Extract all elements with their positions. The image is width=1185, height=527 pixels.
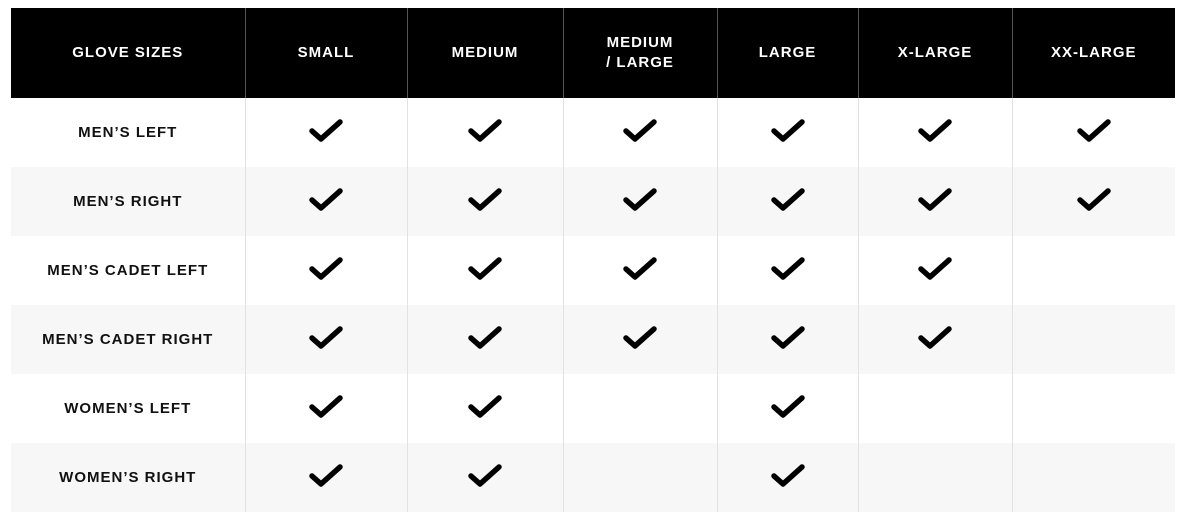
size-cell — [406, 98, 563, 167]
checkmark-icon — [918, 325, 952, 351]
size-cell — [244, 167, 407, 236]
checkmark-icon — [918, 187, 952, 213]
size-cell — [406, 374, 563, 443]
checkmark-icon — [1077, 118, 1111, 144]
header-row: GLOVE SIZES SMALL MEDIUM MEDIUM / LARGE LARG… — [11, 8, 1175, 98]
size-cell — [244, 98, 407, 167]
row-label: MEN’S RIGHT — [11, 167, 245, 236]
checkmark-icon — [623, 256, 657, 282]
size-cell — [857, 443, 1012, 512]
size-cell — [1011, 443, 1175, 512]
checkmark-icon — [770, 394, 805, 420]
checkmark-icon — [468, 325, 502, 351]
checkmark-icon — [468, 394, 502, 420]
size-cell — [562, 305, 717, 374]
size-cell — [716, 98, 858, 167]
checkmark-icon — [770, 118, 805, 144]
table-row: WOMEN’S RIGHT — [11, 443, 1175, 512]
checkmark-icon — [918, 118, 952, 144]
size-cell — [562, 98, 717, 167]
table-row: MEN’S CADET LEFT — [11, 236, 1175, 305]
checkmark-icon — [770, 256, 805, 282]
checkmark-icon — [770, 325, 805, 351]
checkmark-icon — [623, 187, 657, 213]
size-cell — [857, 98, 1012, 167]
checkmark-icon — [309, 256, 343, 282]
checkmark-icon — [1077, 187, 1111, 213]
table-row: WOMEN’S LEFT — [11, 374, 1175, 443]
checkmark-icon — [468, 463, 502, 489]
size-cell — [1011, 374, 1175, 443]
size-cell — [857, 167, 1012, 236]
checkmark-icon — [623, 325, 657, 351]
size-cell — [406, 443, 563, 512]
glove-size-table: GLOVE SIZES SMALL MEDIUM MEDIUM / LARGE LARG… — [11, 8, 1175, 512]
column-header: X-LARGE — [857, 8, 1012, 98]
checkmark-icon — [770, 187, 805, 213]
size-cell — [562, 167, 717, 236]
size-cell — [1011, 236, 1175, 305]
checkmark-icon — [468, 187, 502, 213]
size-cell — [406, 167, 563, 236]
row-label: WOMEN’S RIGHT — [11, 443, 245, 512]
checkmark-icon — [468, 256, 502, 282]
size-cell — [1011, 98, 1175, 167]
table-row: MEN’S RIGHT — [11, 167, 1175, 236]
size-cell — [562, 443, 717, 512]
checkmark-icon — [309, 463, 343, 489]
column-header: MEDIUM / LARGE — [562, 8, 717, 98]
size-cell — [716, 167, 858, 236]
checkmark-icon — [309, 118, 343, 144]
table-row: MEN’S CADET RIGHT — [11, 305, 1175, 374]
row-label: MEN’S CADET RIGHT — [11, 305, 245, 374]
size-cell — [716, 305, 858, 374]
row-label: WOMEN’S LEFT — [64, 400, 192, 417]
size-cell — [406, 305, 563, 374]
checkmark-icon — [623, 118, 657, 144]
table-row: MEN’S LEFT — [11, 98, 1175, 167]
column-header: XX-LARGE — [1011, 8, 1175, 98]
row-label: MEN’S CADET LEFT — [47, 262, 209, 279]
size-cell — [562, 236, 717, 305]
size-cell — [857, 305, 1012, 374]
column-header: GLOVE SIZES — [11, 8, 245, 98]
size-cell — [244, 443, 407, 512]
column-header: LARGE — [716, 8, 858, 98]
row-label: MEN’S LEFT — [78, 124, 178, 141]
checkmark-icon — [309, 394, 343, 420]
size-cell — [716, 443, 858, 512]
checkmark-icon — [468, 118, 502, 144]
checkmark-icon — [918, 256, 952, 282]
size-cell — [562, 374, 717, 443]
column-header: SMALL — [244, 8, 407, 98]
size-cell — [857, 374, 1012, 443]
size-cell — [716, 374, 858, 443]
column-header: MEDIUM — [406, 8, 563, 98]
checkmark-icon — [770, 463, 805, 489]
size-cell — [244, 305, 407, 374]
checkmark-icon — [309, 325, 343, 351]
size-cell — [406, 236, 563, 305]
size-cell — [244, 236, 407, 305]
size-cell — [1011, 305, 1175, 374]
size-cell — [1011, 167, 1175, 236]
size-cell — [857, 236, 1012, 305]
size-cell — [244, 374, 407, 443]
checkmark-icon — [309, 187, 343, 213]
size-cell — [716, 236, 858, 305]
